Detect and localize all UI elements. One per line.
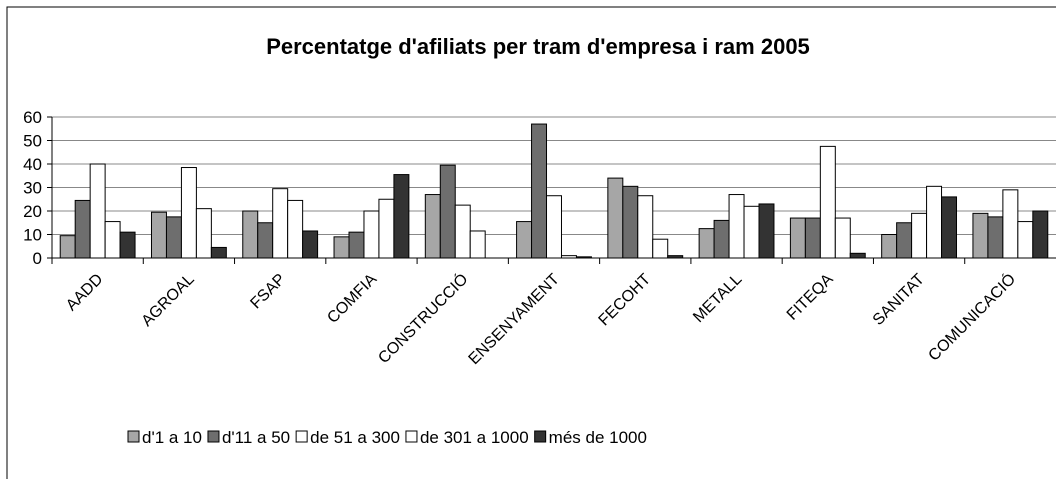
y-tick-label: 20 <box>23 202 42 221</box>
bar <box>987 216 1004 259</box>
bar <box>89 163 106 259</box>
bar <box>1032 210 1049 259</box>
bar <box>834 217 851 259</box>
bar <box>1017 221 1034 259</box>
bar <box>195 208 212 259</box>
bar <box>667 255 684 259</box>
bar <box>896 222 913 259</box>
bar <box>257 222 274 259</box>
bar <box>180 167 197 259</box>
y-tick-label: 60 <box>23 108 42 127</box>
legend-label: d'1 a 10 <box>142 428 202 447</box>
bar <box>104 221 121 259</box>
legend-swatch <box>534 430 547 443</box>
bar <box>575 256 592 259</box>
y-tick-label: 0 <box>33 249 42 268</box>
bar <box>393 174 410 259</box>
legend-swatch <box>295 430 308 443</box>
bar <box>849 252 866 259</box>
legend-label: més de 1000 <box>549 428 647 447</box>
bar <box>546 195 562 259</box>
legend-label: de 301 a 1000 <box>420 428 529 447</box>
bar <box>210 246 227 259</box>
bar <box>926 185 943 259</box>
bar <box>469 230 486 259</box>
bar <box>74 199 91 259</box>
bar <box>789 217 806 259</box>
bar <box>911 212 928 259</box>
bar <box>424 194 441 259</box>
bar <box>378 198 395 259</box>
bar <box>607 177 624 259</box>
bar <box>287 199 304 259</box>
bar <box>652 238 669 259</box>
bar <box>622 185 639 259</box>
bar <box>881 234 898 259</box>
y-tick-label: 50 <box>23 132 42 151</box>
bar <box>272 188 289 259</box>
bar <box>348 231 365 259</box>
bar <box>454 204 471 259</box>
bar <box>302 230 319 259</box>
bar <box>119 231 136 259</box>
legend-label: d'11 a 50 <box>222 428 290 447</box>
bar <box>819 145 836 259</box>
y-tick-label: 40 <box>23 155 42 174</box>
legend-label: de 51 a 300 <box>310 428 400 447</box>
legend-swatch <box>127 430 140 443</box>
bar <box>941 196 958 259</box>
bar <box>637 195 654 259</box>
legend-swatch <box>405 430 418 443</box>
bar <box>242 210 259 259</box>
bar <box>150 211 167 259</box>
bar <box>439 164 456 259</box>
bar <box>758 203 775 259</box>
bar <box>743 205 760 259</box>
bar <box>804 217 821 259</box>
y-tick-label: 10 <box>23 226 42 245</box>
legend-swatch <box>207 430 220 443</box>
bar <box>698 228 715 259</box>
bar <box>165 216 182 259</box>
bar <box>560 255 577 259</box>
bar <box>972 212 989 259</box>
bar <box>516 221 533 259</box>
bar <box>531 123 548 259</box>
bar <box>363 210 380 259</box>
bar <box>59 235 76 259</box>
bar <box>1002 189 1019 259</box>
bar <box>728 194 745 259</box>
chart-title: Percentatge d'afiliats per tram d'empres… <box>266 34 810 59</box>
bar <box>333 236 350 259</box>
y-tick-label: 30 <box>23 179 42 198</box>
bar <box>713 219 730 259</box>
